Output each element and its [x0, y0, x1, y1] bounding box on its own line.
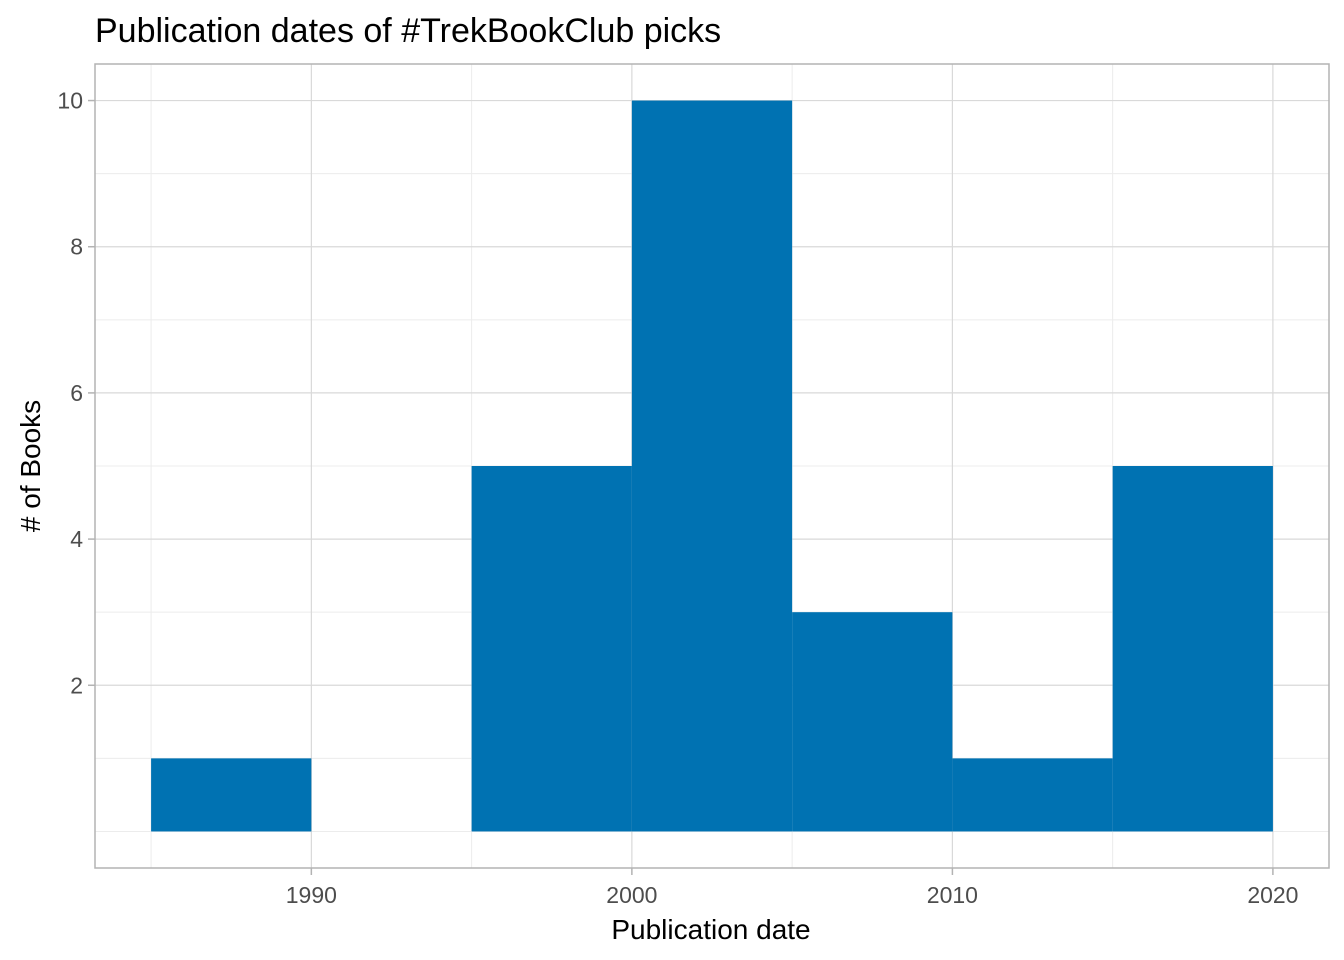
histogram-bar-6: [1112, 466, 1273, 832]
x-tick-label-1: 2000: [606, 882, 657, 908]
x-axis-label: Publication date: [611, 914, 810, 945]
x-tick-label-3: 2020: [1247, 882, 1298, 908]
y-tick-label-3: 8: [70, 234, 83, 260]
chart-title: Publication dates of #TrekBookClub picks: [95, 12, 721, 50]
y-axis-ticks: 2 4 6 8 10: [57, 88, 95, 698]
y-tick-label-4: 10: [57, 88, 83, 114]
x-tick-label-0: 1990: [286, 882, 337, 908]
histogram-bar-5: [952, 758, 1113, 832]
y-tick-label-0: 2: [70, 672, 83, 698]
histogram-bar-0: [151, 758, 312, 832]
histogram-bar-4: [792, 612, 953, 832]
x-axis-ticks: 1990 2000 2010 2020: [286, 868, 1298, 908]
bars: [151, 100, 1273, 832]
y-tick-label-2: 6: [70, 380, 83, 406]
y-axis-label: # of Books: [15, 400, 46, 532]
histogram-bar-2: [471, 466, 632, 832]
plot-area: [94, 63, 1330, 869]
histogram-bar-3: [631, 100, 793, 832]
panel-border: [94, 63, 1330, 869]
y-tick-label-1: 4: [70, 526, 83, 552]
x-tick-label-2: 2010: [927, 882, 978, 908]
